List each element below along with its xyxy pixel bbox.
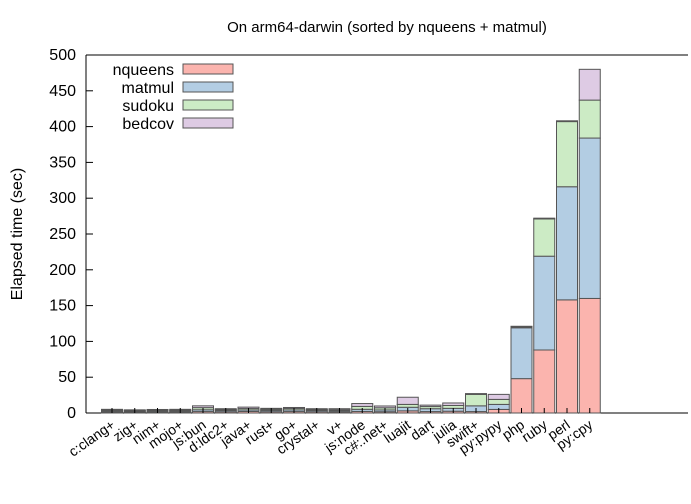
y-axis-label: Elapsed time (sec) <box>9 168 26 301</box>
legend-swatch-sudoku <box>182 99 234 111</box>
x-tick-label: c:clang+ <box>65 416 117 459</box>
legend-label-matmul: matmul <box>122 80 174 97</box>
bar-matmul <box>510 327 533 380</box>
bar-sudoku <box>533 218 556 257</box>
x-tick-label: v+ <box>324 416 346 438</box>
bar-nqueens <box>533 349 556 414</box>
legend-label-sudoku: sudoku <box>122 98 174 115</box>
y-tick-label: 200 <box>49 262 76 279</box>
bar-bedcov <box>442 402 465 406</box>
bar-matmul <box>533 255 556 351</box>
y-axis-ticks: 0 50 100 150 200 250 300 350 400 450 500 <box>49 47 93 422</box>
bar-sudoku <box>487 398 510 405</box>
y-tick-label: 100 <box>49 333 76 350</box>
bar-bedcov <box>510 325 533 328</box>
bar-sudoku <box>556 121 578 188</box>
y-tick-label: 350 <box>49 154 76 171</box>
bar-matmul <box>578 137 601 299</box>
bar-bedcov <box>578 68 601 101</box>
legend-label-bedcov: bedcov <box>122 116 174 133</box>
bar-bedcov <box>396 396 419 405</box>
bar-bedcov <box>533 217 556 220</box>
bar-nqueens <box>510 378 533 414</box>
y-tick-label: 50 <box>58 369 76 386</box>
y-tick-label: 0 <box>67 405 76 422</box>
y-tick-label: 300 <box>49 190 76 207</box>
x-axis-ticks: c:clang+zig+nim+mojo+js:bund:ldc2+java+r… <box>65 408 595 460</box>
chart-title: On arm64-darwin (sorted by nqueens + mat… <box>227 19 547 36</box>
y-tick-label: 150 <box>49 298 76 315</box>
bar-bedcov <box>465 393 487 395</box>
bar-bedcov <box>192 405 214 409</box>
y-tick-label: 400 <box>49 119 76 136</box>
bar-group <box>101 68 601 414</box>
legend-swatch-nqueens <box>182 63 234 75</box>
bar-nqueens <box>556 299 578 414</box>
bar-bedcov <box>487 393 510 400</box>
bar-sudoku <box>578 99 601 139</box>
legend-swatch-matmul <box>182 81 234 93</box>
y-tick-label: 500 <box>49 47 76 64</box>
bar-bedcov <box>419 404 442 408</box>
legend-label-nqueens: nqueens <box>113 62 174 79</box>
y-tick-label: 250 <box>49 226 76 243</box>
bar-bedcov <box>374 405 396 409</box>
bar-bedcov <box>351 403 374 407</box>
bar-bedcov <box>556 120 578 123</box>
legend-swatch-bedcov <box>182 117 234 129</box>
bar-sudoku <box>465 393 487 407</box>
bar-nqueens <box>578 297 601 414</box>
y-tick-label: 450 <box>49 83 76 100</box>
bar-matmul <box>556 186 578 301</box>
